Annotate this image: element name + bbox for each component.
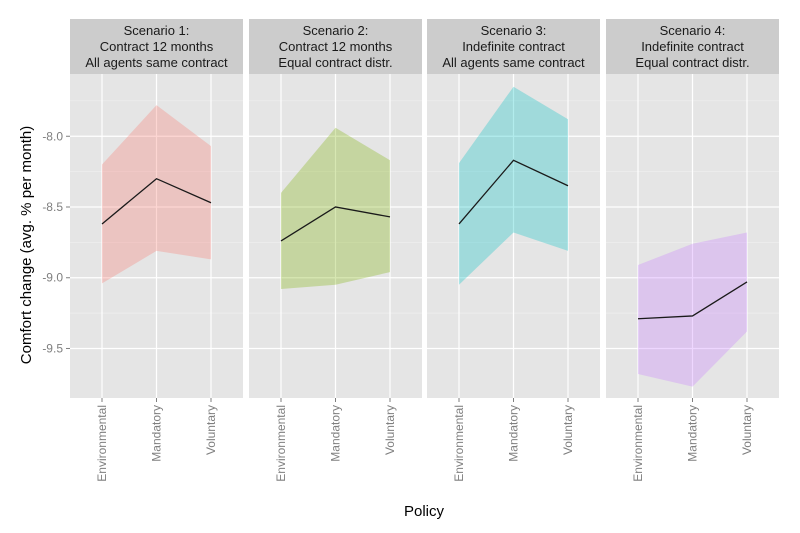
confidence-ribbon [459, 86, 568, 285]
x-tick-label: Environmental [631, 405, 645, 482]
x-tick-label: Mandatory [329, 405, 343, 462]
mean-line [280, 206, 391, 242]
strip-label-line: Equal contract distr. [635, 55, 749, 70]
mean-line [458, 159, 569, 225]
y-axis-title: Comfort change (avg. % per month) [18, 126, 35, 364]
strip-label-line: Equal contract distr. [278, 55, 392, 70]
x-tick-label: Voluntary [740, 405, 754, 455]
x-tick-label: Environmental [274, 405, 288, 482]
strip-label-line: All agents same contract [442, 55, 585, 70]
strip-label-line: Scenario 3: [481, 23, 547, 38]
strip-label-line: Scenario 2: [303, 23, 369, 38]
strip-label-line: Indefinite contract [641, 39, 744, 54]
y-axis: -8.0 -8.5 -9.0 -9.5 [42, 129, 70, 355]
x-tick-label: Mandatory [686, 405, 700, 462]
mean-line [637, 281, 748, 320]
confidence-ribbon [638, 232, 747, 387]
strip-background [249, 19, 422, 74]
x-tick-label: Environmental [95, 405, 109, 482]
x-tick-label: Mandatory [150, 405, 164, 462]
confidence-ribbon [102, 105, 211, 284]
x-tick-label: Environmental [452, 405, 466, 482]
y-tick-label: -9.5 [42, 341, 63, 355]
strip-label-line: All agents same contract [85, 55, 228, 70]
strip-label-line: Indefinite contract [462, 39, 565, 54]
y-tick-label: -9.0 [42, 271, 63, 285]
x-axis-title: Policy [404, 503, 445, 520]
strip-background [70, 19, 243, 74]
strip-label-line: Contract 12 months [279, 39, 393, 54]
y-tick-label: -8.0 [42, 129, 63, 143]
x-tick-label: Voluntary [383, 405, 397, 455]
strip-label-line: Scenario 4: [660, 23, 726, 38]
mean-line [101, 177, 212, 225]
x-tick-label: Voluntary [561, 405, 575, 455]
x-tick-label: Voluntary [204, 405, 218, 455]
x-tick-label: Mandatory [507, 405, 521, 462]
strip-background [427, 19, 600, 74]
y-tick-label: -8.5 [42, 200, 63, 214]
confidence-ribbon [281, 127, 390, 290]
strip-label-line: Contract 12 months [100, 39, 214, 54]
strip-background [606, 19, 779, 74]
strip-label-line: Scenario 1: [124, 23, 190, 38]
